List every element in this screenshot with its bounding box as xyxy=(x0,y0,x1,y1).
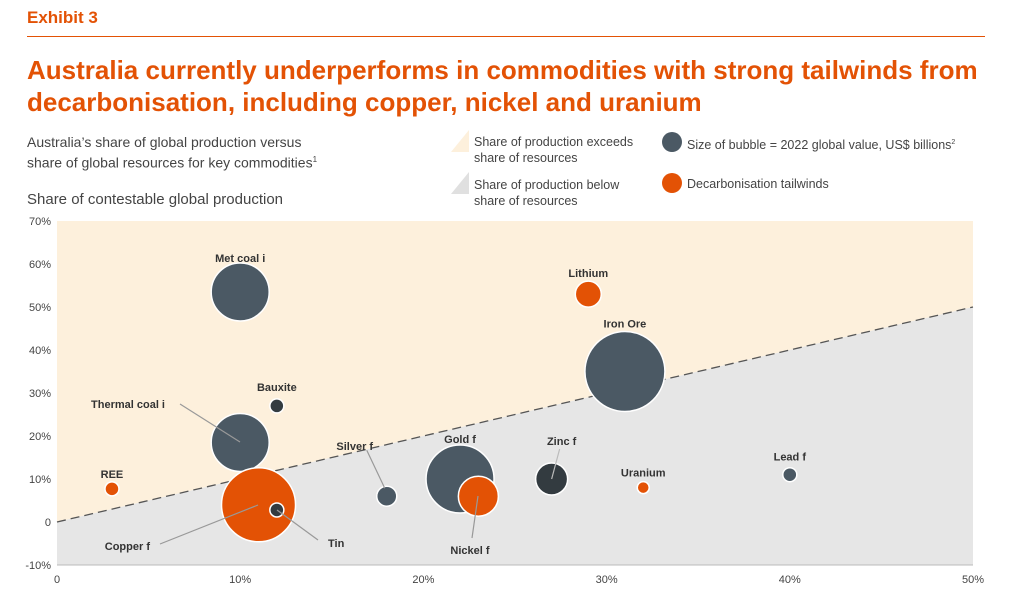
bubble-label: Thermal coal i xyxy=(91,399,165,411)
legend-decarb-swatch xyxy=(662,173,682,193)
bubble-label: Iron Ore xyxy=(604,319,647,331)
leader-line xyxy=(179,403,241,443)
x-tick-label: 0 xyxy=(54,574,60,586)
y-tick-label: 60% xyxy=(29,259,51,271)
legend-decarb: Decarbonisation tailwinds xyxy=(687,177,829,191)
leader-line xyxy=(551,448,561,480)
bubble-label: Lithium xyxy=(568,268,608,280)
leader-line xyxy=(366,449,386,489)
exhibit-label: Exhibit 3 xyxy=(27,8,98,27)
y-tick-label: 50% xyxy=(29,302,51,314)
bubble-label: Nickel f xyxy=(450,545,489,557)
x-tick-label: 50% xyxy=(962,574,984,586)
bubble-lithium xyxy=(574,280,603,308)
leader-line xyxy=(276,509,319,541)
bubble-label: Bauxite xyxy=(257,382,297,394)
bubble-label: Zinc f xyxy=(547,436,577,448)
footnote-marker: 1 xyxy=(312,155,318,164)
bubble-label: Uranium xyxy=(621,468,666,480)
bubble-bauxite xyxy=(269,398,285,414)
y-axis-label: Share of contestable global production xyxy=(27,191,284,208)
y-tick-label: 20% xyxy=(29,431,51,443)
y-tick-label: 10% xyxy=(29,474,51,486)
page-title: Australia currently underperforms in com… xyxy=(27,55,978,117)
legend-size-swatch xyxy=(662,132,682,152)
bubble-thermal-coal-i xyxy=(210,412,270,473)
bubble-label: Silver f xyxy=(336,441,373,453)
legend-above: Share of production exceeds share of res… xyxy=(474,135,634,165)
leader-line xyxy=(471,495,479,539)
subtitle-line2: share of global resources for key commod… xyxy=(27,154,313,171)
bubble-iron-ore xyxy=(584,330,666,413)
reference-line xyxy=(56,306,974,523)
y-tick-label: 40% xyxy=(29,345,51,357)
bubble-label: Copper f xyxy=(105,541,151,553)
chart-subtitle: Australia’s share of global production v… xyxy=(27,133,317,172)
bubble-uranium xyxy=(636,480,650,495)
bubble-tin xyxy=(269,502,285,518)
subtitle-line1: Australia’s share of global production v… xyxy=(27,134,302,150)
bubble-label: Tin xyxy=(328,538,345,550)
legend-size: Size of bubble = 2022 global value, US$ … xyxy=(687,138,956,153)
legend-below: Share of production below share of resou… xyxy=(474,178,620,208)
bubble-label: Gold f xyxy=(444,434,476,446)
bubble-lead-f xyxy=(782,466,798,483)
bubble-copper-f xyxy=(220,467,297,543)
x-tick-label: 20% xyxy=(412,574,434,586)
legend-above-swatch xyxy=(451,130,469,152)
x-tick-label: 10% xyxy=(229,574,251,586)
bubble-label: Met coal i xyxy=(215,253,265,265)
divider xyxy=(27,36,985,37)
bubble-label: Lead f xyxy=(774,452,807,464)
y-tick-label: 0 xyxy=(45,517,51,529)
bubble-met-coal-i xyxy=(210,262,270,322)
region-above xyxy=(57,221,973,522)
y-tick-label: 70% xyxy=(29,216,51,228)
bubble-silver-f xyxy=(376,485,398,507)
bubble-ree xyxy=(104,481,120,497)
bubble-label: REE xyxy=(101,469,124,481)
y-tick-label: -10% xyxy=(25,560,51,572)
x-tick-label: 30% xyxy=(596,574,618,586)
y-tick-label: 30% xyxy=(29,388,51,400)
x-tick-label: 40% xyxy=(779,574,801,586)
legend-below-swatch xyxy=(451,172,469,194)
leader-line xyxy=(159,504,259,545)
